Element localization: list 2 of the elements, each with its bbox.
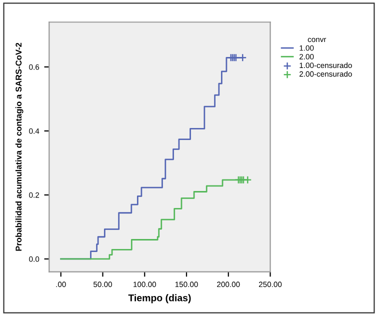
x-axis-title: Tiempo (dias) — [128, 294, 191, 304]
y-axis-title: Probabilidad acumulativa de contagio a SARS-CoV-2 — [15, 42, 24, 251]
